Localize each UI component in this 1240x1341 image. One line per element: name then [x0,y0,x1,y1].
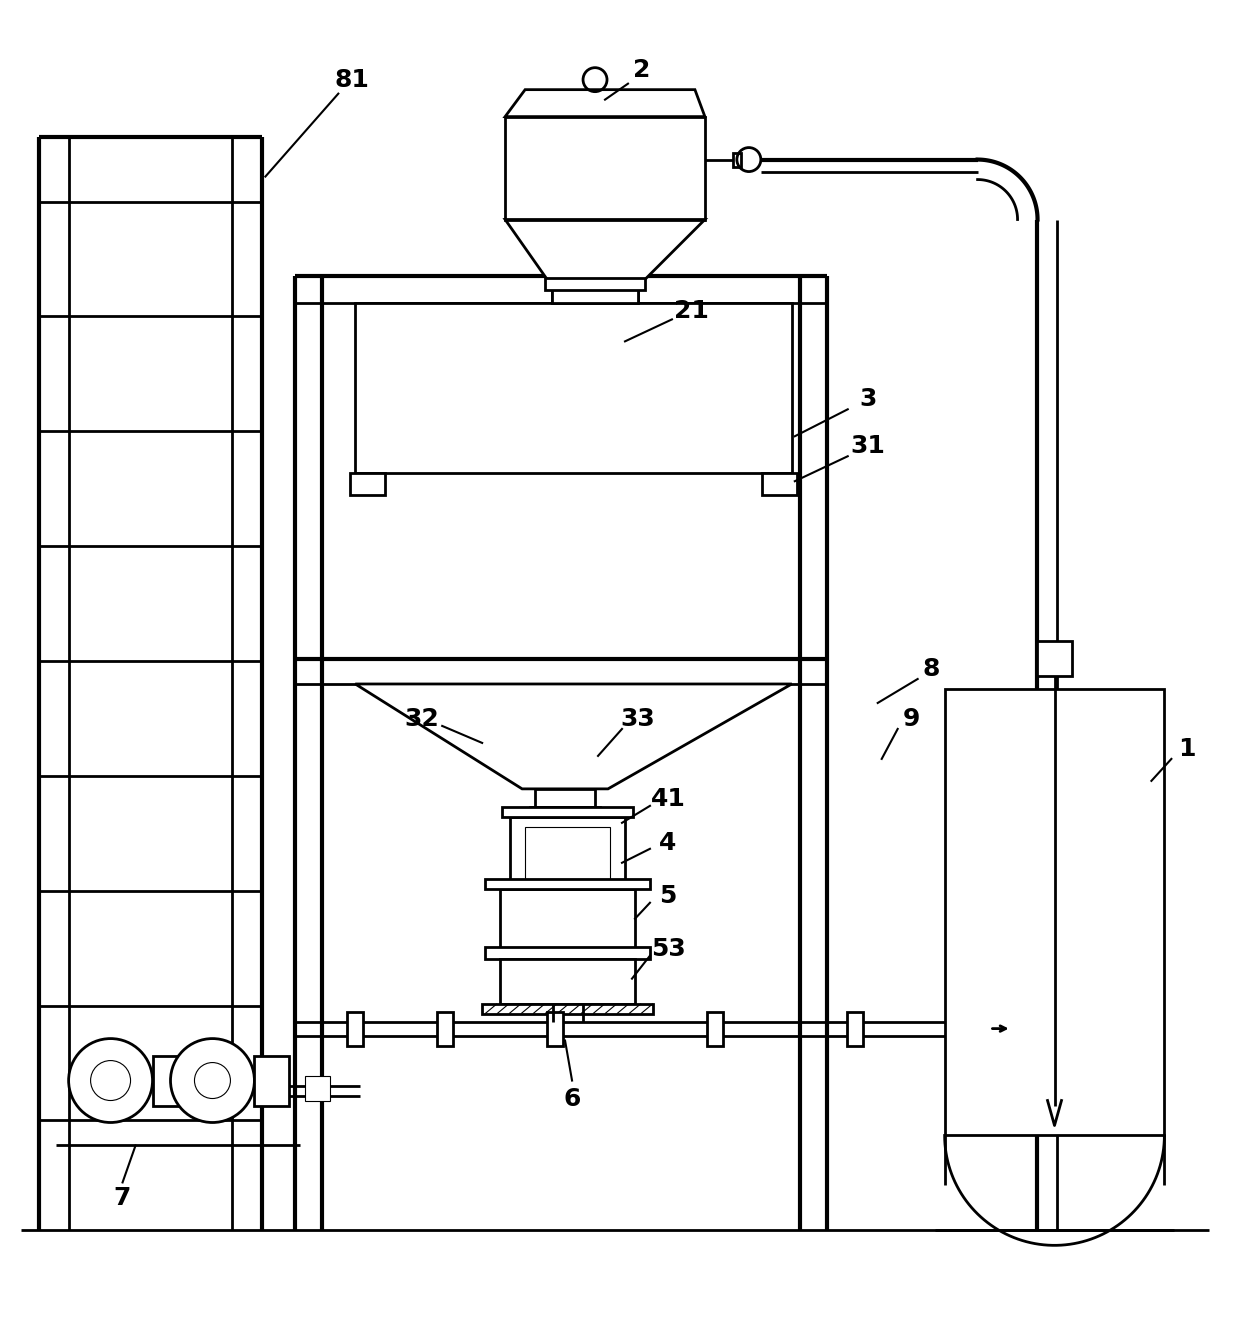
Bar [531,807,600,817]
Bar [945,689,1164,1136]
Circle shape [171,1038,254,1122]
Bar [347,1011,363,1046]
Bar [500,889,635,948]
Bar [547,1011,563,1046]
Text: 1: 1 [1178,738,1197,760]
Bar [153,1055,182,1105]
Text: 8: 8 [923,657,940,681]
Bar [505,117,704,220]
Polygon shape [505,90,704,117]
Bar [502,807,632,817]
Bar [356,303,792,473]
Text: 21: 21 [675,299,709,323]
Text: 6: 6 [563,1086,580,1110]
Text: 32: 32 [404,707,440,731]
Bar [438,1011,453,1046]
Text: 3: 3 [859,388,877,412]
Bar [552,284,637,303]
Bar [536,789,595,807]
Text: 33: 33 [620,707,656,731]
Bar [482,1003,653,1014]
Text: 4: 4 [660,831,677,854]
Text: 31: 31 [851,434,885,459]
Bar [733,153,740,166]
Bar [707,1011,723,1046]
Circle shape [68,1038,153,1122]
Bar [847,1011,863,1046]
Polygon shape [356,684,792,789]
Bar [1037,641,1073,676]
Bar [546,279,645,291]
Text: 41: 41 [651,787,686,811]
Polygon shape [505,220,704,287]
Bar [500,959,635,1003]
Text: 7: 7 [114,1187,131,1211]
Bar [351,473,386,495]
Bar [305,1075,330,1101]
Text: 5: 5 [660,884,677,908]
Bar [552,284,637,306]
Bar [485,878,650,889]
Bar [510,817,625,889]
Bar [254,1055,289,1105]
Text: 53: 53 [651,936,686,960]
Bar [485,947,650,959]
Text: 81: 81 [335,67,370,91]
Text: 9: 9 [903,707,920,731]
Text: 2: 2 [634,58,651,82]
Bar [761,473,797,495]
Bar [525,827,610,878]
